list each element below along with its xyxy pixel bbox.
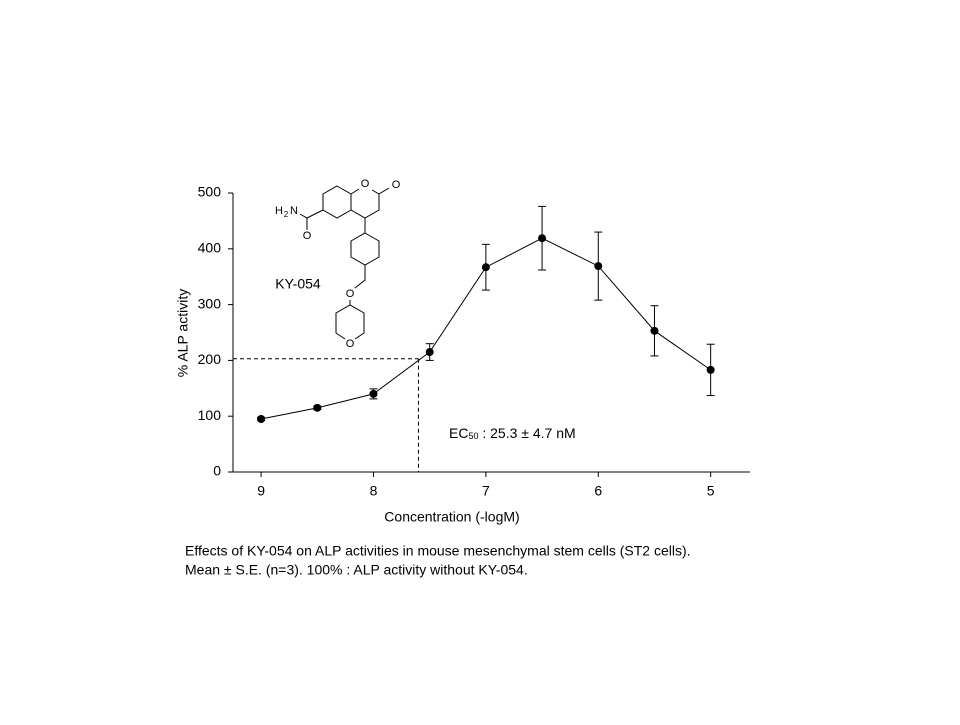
data-point [650,326,659,335]
atom-label: O [346,288,355,300]
x-tick-label: 7 [482,483,490,499]
data-point [706,365,715,374]
data-point [425,348,434,357]
x-tick-label: 9 [257,483,265,499]
data-point [257,414,266,423]
annotation-text: 50 [468,431,478,441]
x-tick-label: 8 [370,483,378,499]
compound-name: KY-054 [275,276,321,292]
caption: Effects of KY-054 on ALP activities in m… [185,543,691,559]
y-tick-label: 400 [198,240,222,256]
y-tick-label: 100 [198,407,222,423]
atom-label: 2 [284,210,289,219]
y-axis-label: % ALP activity [175,289,191,377]
y-tick-label: 200 [198,351,222,367]
structure: O O H 2 N O O O KY-054 [275,178,401,350]
y-tick-label: 500 [198,184,222,200]
atom-label: O [303,230,312,242]
y-tick-label: 0 [213,463,221,479]
atom-label: O [361,178,370,190]
y-tick-label: 300 [198,295,222,311]
data-point [481,263,490,272]
annotation: EC50 : 25.3 ± 4.7 nM [449,425,576,442]
atom-label: N [290,205,298,217]
data-point [538,234,547,243]
caption: Mean ± S.E. (n=3). 100% : ALP activity w… [185,562,528,578]
data-point [594,262,603,271]
data-point [313,403,322,412]
atom-label: O [346,338,355,350]
x-tick-label: 6 [594,483,602,499]
atom-label: H [275,205,283,217]
annotation-text: EC [449,425,468,441]
atom-label: O [392,179,401,191]
annotation-text: : 25.3 ± 4.7 nM [478,425,575,441]
x-tick-label: 5 [707,483,715,499]
data-point [369,389,378,398]
x-axis-label: Concentration (-logM) [384,509,519,525]
